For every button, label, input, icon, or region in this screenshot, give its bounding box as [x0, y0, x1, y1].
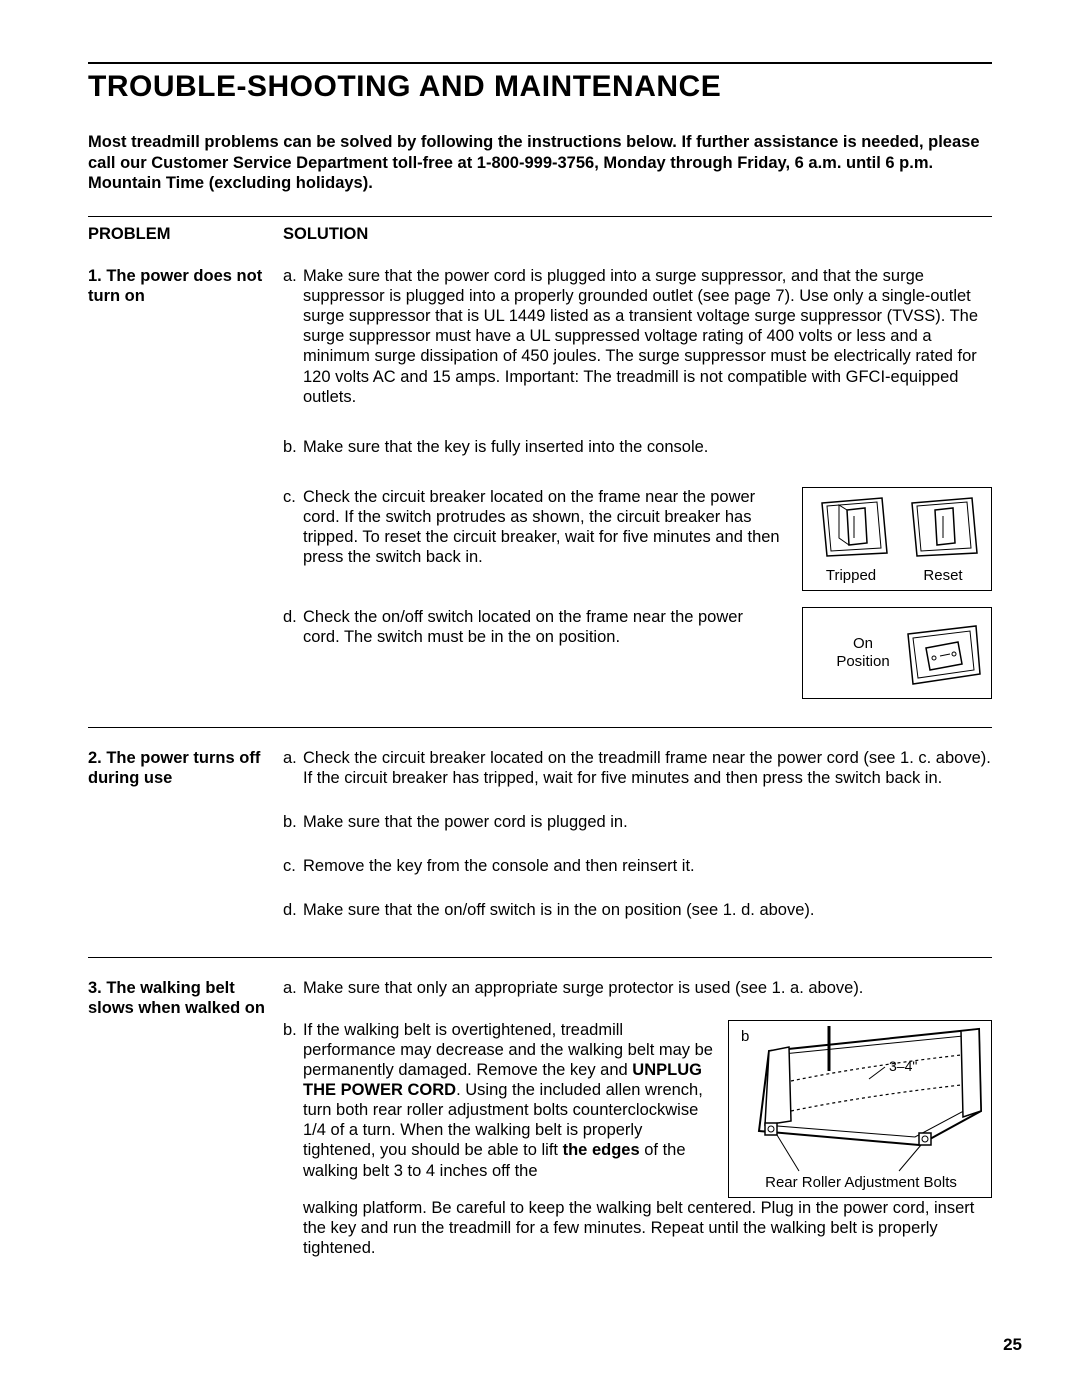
reset-label: Reset	[923, 567, 963, 584]
p3b-bold2: the edges	[563, 1141, 640, 1159]
item-letter: a.	[283, 978, 303, 998]
solution-1d: d. Check the on/off switch located on th…	[283, 607, 782, 647]
page-title: TROUBLE-SHOOTING AND MAINTENANCE	[88, 70, 992, 104]
item-letter: b.	[283, 812, 303, 832]
item-text: Make sure that the on/off switch is in t…	[303, 900, 992, 920]
figure-on-switch: On Position	[802, 607, 992, 699]
solution-2d: d. Make sure that the on/off switch is i…	[283, 900, 992, 920]
item-text: Remove the key from the console and then…	[303, 856, 992, 876]
tripped-label: Tripped	[826, 567, 876, 584]
on-label: On	[853, 635, 873, 652]
problem-3-label: 3. The walking belt slows when walked on	[88, 978, 283, 1273]
figure-circuit-breaker: Tripped Reset	[802, 487, 992, 591]
position-label: Position	[836, 653, 889, 670]
item-text: Check the circuit breaker located on the…	[303, 487, 782, 568]
solution-1a: a. Make sure that the power cord is plug…	[283, 266, 992, 407]
solution-1c-row: c. Check the circuit breaker located on …	[283, 487, 992, 591]
page-number: 25	[1003, 1335, 1022, 1355]
solution-3b-body: If the walking belt is overtightened, tr…	[303, 1020, 992, 1258]
section-2: 2. The power turns off during use a. Che…	[88, 748, 992, 935]
item-text: Check the on/off switch located on the f…	[303, 607, 782, 647]
solution-2: a. Check the circuit breaker located on …	[283, 748, 992, 935]
solution-2c: c. Remove the key from the console and t…	[283, 856, 992, 876]
figure-roller-bolts: b	[728, 1020, 992, 1198]
column-headers: PROBLEM SOLUTION	[88, 225, 992, 244]
section-rule-2	[88, 957, 992, 958]
section-rule-1	[88, 727, 992, 728]
item-letter: c.	[283, 487, 303, 568]
solution-1b: b. Make sure that the key is fully inser…	[283, 437, 992, 457]
item-text: Make sure that the key is fully inserted…	[303, 437, 992, 457]
item-letter: c.	[283, 856, 303, 876]
intro-paragraph: Most treadmill problems can be solved by…	[88, 132, 992, 194]
item-letter: a.	[283, 748, 303, 788]
item-text: Make sure that only an appropriate surge…	[303, 978, 992, 998]
p3b-part3-tail: walking platform. Be careful to keep the…	[303, 1199, 974, 1257]
page: TROUBLE-SHOOTING AND MAINTENANCE Most tr…	[0, 0, 1080, 1397]
solution-3a: a. Make sure that only an appropriate su…	[283, 978, 992, 998]
switch-diagram-icon: On Position	[803, 608, 993, 700]
section-3: 3. The walking belt slows when walked on…	[88, 978, 992, 1273]
solution-2b: b. Make sure that the power cord is plug…	[283, 812, 992, 832]
solution-2a: a. Check the circuit breaker located on …	[283, 748, 992, 788]
header-solution: SOLUTION	[283, 225, 992, 244]
fig-b-label: b	[741, 1028, 749, 1045]
solution-1: a. Make sure that the power cord is plug…	[283, 266, 992, 699]
item-letter: b.	[283, 1020, 303, 1258]
item-text: Make sure that the power cord is plugged…	[303, 266, 992, 407]
problem-1-label: 1. The power does not turn on	[88, 266, 283, 699]
item-letter: d.	[283, 607, 303, 647]
solution-1c: c. Check the circuit breaker located on …	[283, 487, 782, 568]
item-letter: a.	[283, 266, 303, 407]
solution-3b: b. If the walking belt is overtightened,…	[283, 1020, 992, 1258]
bolts-caption: Rear Roller Adjustment Bolts	[765, 1174, 957, 1191]
solution-1d-row: d. Check the on/off switch located on th…	[283, 607, 992, 699]
treadmill-diagram-icon: b	[729, 1021, 993, 1199]
item-text: Make sure that the power cord is plugged…	[303, 812, 992, 832]
item-letter: b.	[283, 437, 303, 457]
item-text: Check the circuit breaker located on the…	[303, 748, 992, 788]
top-rule	[88, 62, 992, 64]
item-letter: d.	[283, 900, 303, 920]
problem-2-label: 2. The power turns off during use	[88, 748, 283, 935]
header-rule	[88, 216, 992, 217]
header-problem: PROBLEM	[88, 225, 283, 244]
section-1: 1. The power does not turn on a. Make su…	[88, 266, 992, 699]
solution-3: a. Make sure that only an appropriate su…	[283, 978, 992, 1273]
breaker-diagram-icon: Tripped Reset	[803, 488, 993, 592]
gap-label: 3–4"	[889, 1058, 917, 1074]
